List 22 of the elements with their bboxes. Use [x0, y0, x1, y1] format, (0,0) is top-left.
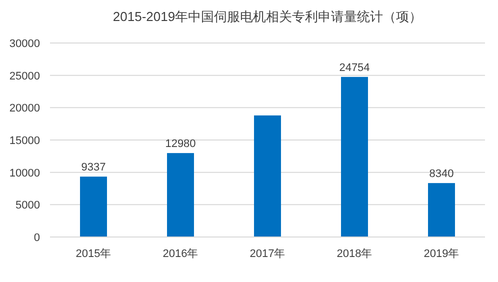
y-tick-label: 30000 [9, 38, 40, 50]
data-label: 24754 [339, 62, 370, 74]
x-tick-label: 2015年 [76, 248, 112, 260]
bar [341, 76, 368, 237]
data-label: 8340 [429, 168, 454, 180]
x-tick-label: 2016年 [162, 248, 198, 260]
x-tick-label: 2017年 [250, 248, 286, 260]
data-label: 12980 [165, 138, 196, 150]
bar [80, 176, 107, 237]
x-tick-label: 2019年 [424, 248, 460, 260]
y-tick-label: 25000 [9, 70, 40, 82]
chart-title: 2015-2019年中国伺服电机相关专利申请量统计（项） [112, 9, 422, 24]
y-tick-label: 15000 [9, 135, 40, 147]
bar [428, 183, 455, 237]
data-label: 9337 [81, 162, 106, 174]
y-tick-label: 10000 [9, 167, 40, 180]
bar [254, 115, 281, 237]
y-tick-label: 20000 [9, 102, 40, 115]
y-tick-label: 5000 [16, 200, 40, 212]
x-tick-label: 2018年 [336, 248, 372, 260]
y-tick-label: 0 [34, 232, 40, 244]
bar [167, 153, 194, 237]
